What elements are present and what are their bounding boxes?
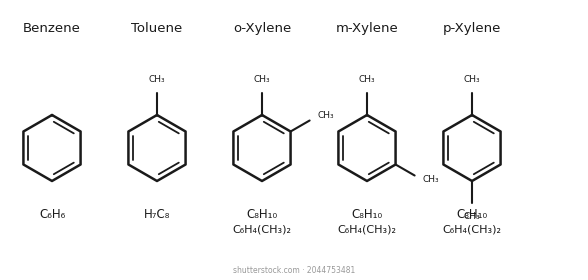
Text: CH₃: CH₃	[422, 176, 439, 185]
Text: C₆H₄(CH₃)₂: C₆H₄(CH₃)₂	[232, 224, 292, 234]
Text: C₆H₄(CH₃)₂: C₆H₄(CH₃)₂	[443, 224, 502, 234]
Text: CH₃: CH₃	[318, 111, 334, 120]
Text: CH₃: CH₃	[149, 75, 165, 84]
Text: Benzene: Benzene	[23, 22, 81, 35]
Text: m-Xylene: m-Xylene	[336, 22, 399, 35]
Text: CH₃: CH₃	[464, 75, 480, 84]
Text: H₇C₈: H₇C₈	[144, 208, 170, 221]
Text: shutterstock.com · 2044753481: shutterstock.com · 2044753481	[233, 266, 355, 275]
Text: Toluene: Toluene	[131, 22, 183, 35]
Text: C₆H₄(CH₃)₂: C₆H₄(CH₃)₂	[338, 224, 396, 234]
Text: CH₃: CH₃	[253, 75, 270, 84]
Text: C₆H₆: C₆H₆	[39, 208, 65, 221]
Text: CH₃: CH₃	[464, 212, 480, 221]
Text: CH₃: CH₃	[359, 75, 375, 84]
Text: p-Xylene: p-Xylene	[443, 22, 501, 35]
Text: C₈H₁₀: C₈H₁₀	[352, 208, 383, 221]
Text: C₈H₁₀: C₈H₁₀	[246, 208, 278, 221]
Text: o-Xylene: o-Xylene	[233, 22, 291, 35]
Text: C₈H₁₀: C₈H₁₀	[456, 208, 487, 221]
